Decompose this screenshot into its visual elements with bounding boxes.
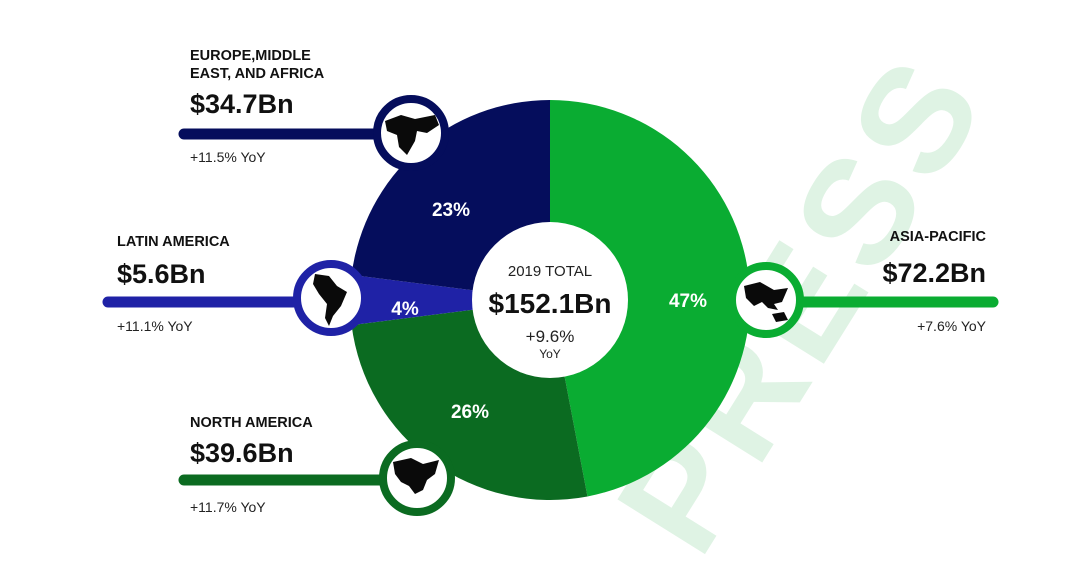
latin-america-map-icon bbox=[313, 274, 347, 326]
region-yoy: +7.6% YoY bbox=[917, 318, 987, 334]
region-value: $34.7Bn bbox=[190, 89, 294, 119]
center-growth: +9.6% bbox=[526, 327, 575, 346]
region-name-line: EUROPE,MIDDLE bbox=[190, 48, 311, 64]
percent-labels: 47% 26% 4% 23% bbox=[391, 200, 707, 423]
label-asia-pacific: ASIA-PACIFIC $72.2Bn +7.6% YoY bbox=[882, 229, 986, 334]
region-labels: ASIA-PACIFIC $72.2Bn +7.6% YoY NORTH AMERIC… bbox=[117, 48, 987, 515]
emea-map-icon bbox=[385, 115, 439, 155]
center-summary: 2019 TOTAL $152.1Bn +9.6% YoY bbox=[472, 222, 628, 378]
north-america-map-icon bbox=[393, 458, 439, 494]
region-name-line: EAST, AND AFRICA bbox=[190, 66, 325, 82]
percent-label-north-america: 26% bbox=[451, 402, 489, 423]
center-title: 2019 TOTAL bbox=[508, 263, 592, 280]
region-name: ASIA-PACIFIC bbox=[890, 229, 987, 245]
region-badges bbox=[293, 95, 804, 516]
badge-europe-middle-east-and-africa bbox=[373, 95, 449, 171]
slice-latin-america bbox=[350, 274, 550, 326]
badge-north-america bbox=[379, 440, 455, 516]
region-yoy: +11.1% YoY bbox=[117, 318, 193, 334]
region-name: EUROPE,MIDDLE EAST, AND AFRICA bbox=[190, 48, 325, 82]
region-yoy: +11.5% YoY bbox=[190, 149, 266, 165]
center-total-value: $152.1Bn bbox=[489, 288, 612, 319]
region-name: NORTH AMERICA bbox=[190, 415, 313, 431]
region-value: $72.2Bn bbox=[882, 258, 986, 288]
connector-lines bbox=[102, 128, 999, 486]
region-name: LATIN AMERICA bbox=[117, 234, 230, 250]
center-growth-unit: YoY bbox=[539, 347, 561, 361]
asia-pacific-map-icon bbox=[744, 282, 788, 322]
percent-label-latin-america: 4% bbox=[391, 299, 419, 320]
label-north-america: NORTH AMERICA $39.6Bn +11.7% YoY bbox=[190, 415, 313, 515]
label-europe-middle-east-and-africa: EUROPE,MIDDLE EAST, AND AFRICA $34.7Bn +11.… bbox=[190, 48, 325, 165]
percent-label-asia-pacific: 47% bbox=[669, 291, 707, 312]
region-yoy: +11.7% YoY bbox=[190, 499, 266, 515]
badge-asia-pacific bbox=[728, 262, 804, 338]
percent-label-europe-middle-east-and-africa: 23% bbox=[432, 200, 470, 221]
label-latin-america: LATIN AMERICA $5.6Bn +11.1% YoY bbox=[117, 234, 230, 334]
region-value: $39.6Bn bbox=[190, 438, 294, 468]
center-disc bbox=[472, 222, 628, 378]
region-value: $5.6Bn bbox=[117, 259, 206, 289]
slice-asia-pacific bbox=[550, 100, 751, 497]
badge-latin-america bbox=[293, 260, 369, 336]
